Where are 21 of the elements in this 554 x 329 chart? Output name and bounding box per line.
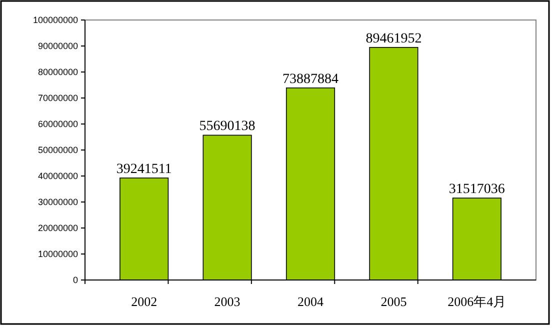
y-tick-label: 30000000: [38, 197, 78, 208]
y-tick-label: 10000000: [38, 249, 78, 260]
y-tick-label: 80000000: [38, 67, 78, 78]
y-tick-label: 50000000: [38, 145, 78, 156]
data-label: 39241511: [116, 162, 172, 177]
x-tick-label: 2003: [214, 294, 240, 309]
y-tick-label: 100000000: [32, 15, 78, 26]
x-tick-label: 2006年4月: [448, 294, 506, 309]
y-tick-label: 70000000: [38, 93, 78, 104]
y-tick-label: 20000000: [38, 223, 78, 234]
x-tick-label: 2004: [298, 294, 324, 309]
x-tick-label: 2002: [131, 294, 158, 309]
data-label: 73887884: [282, 72, 338, 87]
y-tick-label: 60000000: [38, 119, 78, 130]
y-tick-label: 40000000: [38, 171, 78, 182]
data-label: 55690138: [199, 119, 256, 134]
x-tick-label: 2005: [380, 294, 407, 309]
y-tick-label: 90000000: [38, 41, 78, 52]
data-label: 31517036: [448, 182, 505, 198]
y-tick-label: 0: [72, 275, 78, 286]
data-label: 89461952: [366, 31, 422, 46]
